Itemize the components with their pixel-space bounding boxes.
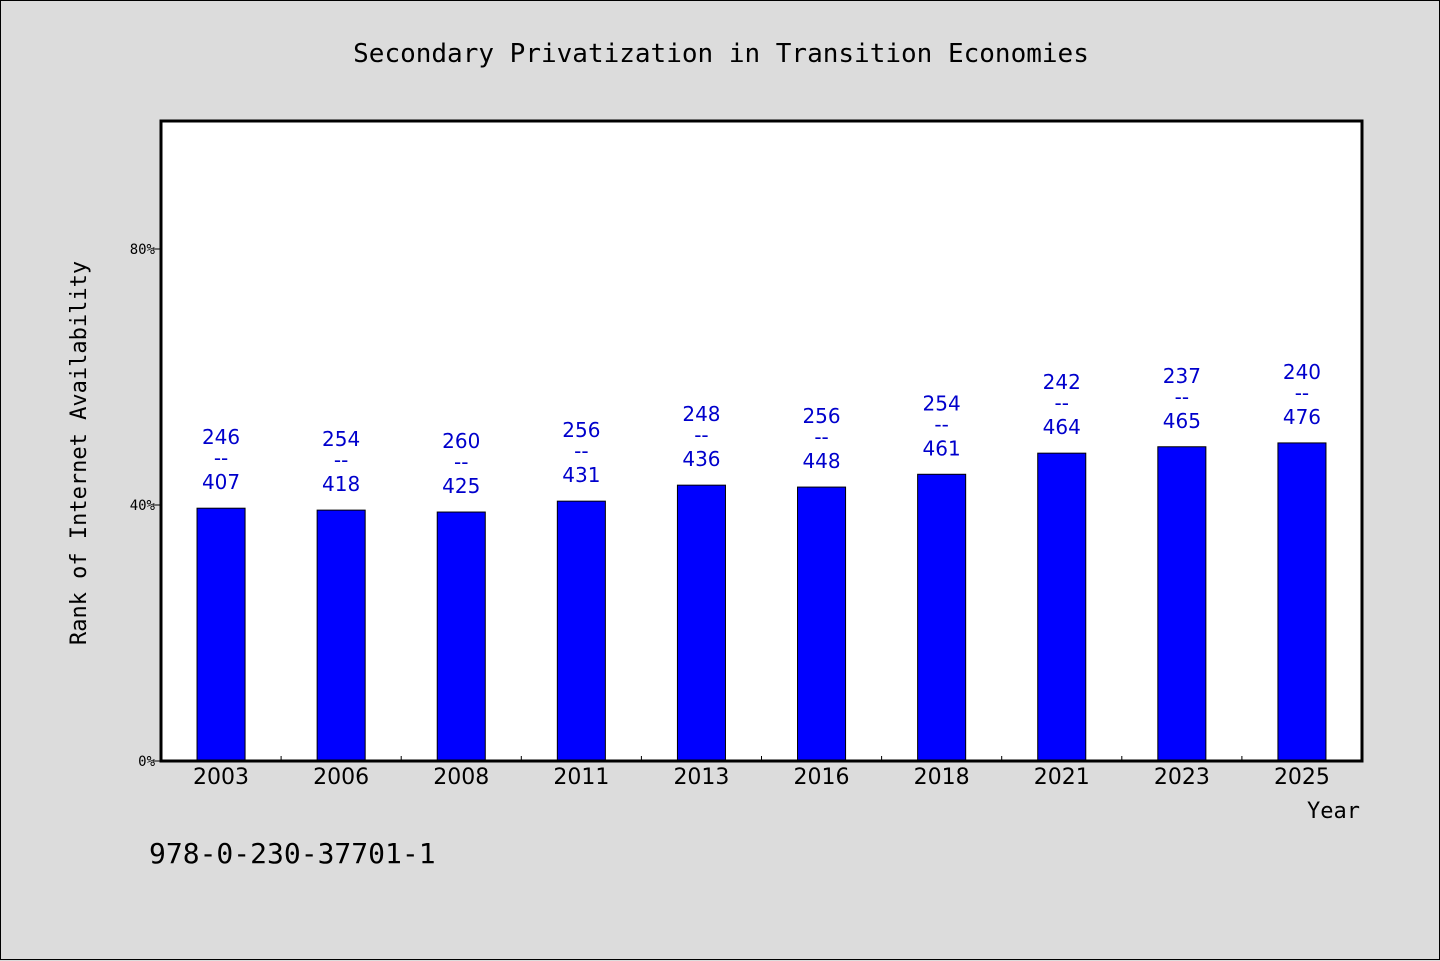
data-label-bottom-2011: 431: [562, 463, 600, 487]
data-label-top-2018: 254: [923, 391, 961, 415]
data-label-separator-2011: --: [574, 439, 588, 463]
data-labels-group: 407--246418--254425--260431--256436--248…: [202, 360, 1321, 498]
data-label-top-2016: 256: [802, 404, 840, 428]
data-label-bottom-2018: 461: [923, 436, 961, 460]
bar-2013: [676, 484, 726, 762]
data-label-separator-2025: --: [1295, 381, 1309, 405]
x-tick-label-2011: 2011: [553, 765, 609, 790]
bar-2021: [1037, 452, 1087, 762]
data-label-separator-2021: --: [1055, 391, 1069, 415]
data-label-bottom-2008: 425: [442, 474, 480, 498]
data-label-separator-2006: --: [334, 448, 348, 472]
bar-2016: [797, 486, 847, 762]
isbn-footnote: 978-0-230-37701-1: [149, 837, 436, 870]
data-label-separator-2016: --: [814, 425, 828, 449]
data-label-bottom-2023: 465: [1163, 409, 1201, 433]
x-tick-label-2018: 2018: [914, 765, 970, 790]
bar-2018: [917, 473, 967, 762]
data-label-top-2006: 254: [322, 427, 360, 451]
x-tick-label-2006: 2006: [313, 765, 369, 790]
data-label-separator-2023: --: [1175, 385, 1189, 409]
bar-2025: [1277, 442, 1327, 762]
y-axis-title: Rank of Internet Availability: [67, 261, 92, 645]
data-label-top-2008: 260: [442, 429, 480, 453]
x-tick-label-2023: 2023: [1154, 765, 1210, 790]
data-label-bottom-2006: 418: [322, 472, 360, 496]
x-tick-label-2021: 2021: [1034, 765, 1090, 790]
x-tick-label-2003: 2003: [193, 765, 249, 790]
bar-2023: [1157, 446, 1207, 762]
data-label-separator-2013: --: [694, 423, 708, 447]
data-label-bottom-2013: 436: [682, 447, 720, 471]
data-label-top-2023: 237: [1163, 364, 1201, 388]
chart-title: Secondary Privatization in Transition Ec…: [353, 39, 1089, 69]
x-axis: 2003 2006 2008 2011 2013 2016 2018 2021 2023 2025: [193, 756, 1330, 790]
x-tick-label-2008: 2008: [433, 765, 489, 790]
data-label-top-2013: 248: [682, 402, 720, 426]
data-label-top-2003: 246: [202, 425, 240, 449]
plot-border: [159, 119, 1364, 763]
y-tick-label: 0%: [138, 754, 155, 770]
data-label-top-2021: 242: [1043, 370, 1081, 394]
data-label-bottom-2021: 464: [1043, 415, 1081, 439]
bar-2006: [316, 509, 366, 762]
x-tick-label-2013: 2013: [673, 765, 729, 790]
data-label-bottom-2025: 476: [1283, 405, 1321, 429]
data-label-separator-2003: --: [214, 446, 228, 470]
x-axis-title: Year: [1307, 799, 1360, 824]
data-label-bottom-2003: 407: [202, 470, 240, 494]
data-label-top-2025: 240: [1283, 360, 1321, 384]
x-tick-label-2016: 2016: [794, 765, 850, 790]
bars-group: [196, 442, 1327, 762]
bar-2008: [436, 511, 486, 762]
bar-2011: [556, 500, 606, 762]
data-label-separator-2008: --: [454, 450, 468, 474]
bar-2003: [196, 507, 246, 762]
data-label-top-2011: 256: [562, 418, 600, 442]
y-axis: 0% 40% 80%: [130, 242, 161, 770]
x-tick-label-2025: 2025: [1274, 765, 1330, 790]
y-tick-label: 80%: [130, 242, 156, 258]
y-tick-label: 40%: [130, 498, 156, 514]
data-label-bottom-2016: 448: [802, 449, 840, 473]
data-label-separator-2018: --: [934, 412, 948, 436]
